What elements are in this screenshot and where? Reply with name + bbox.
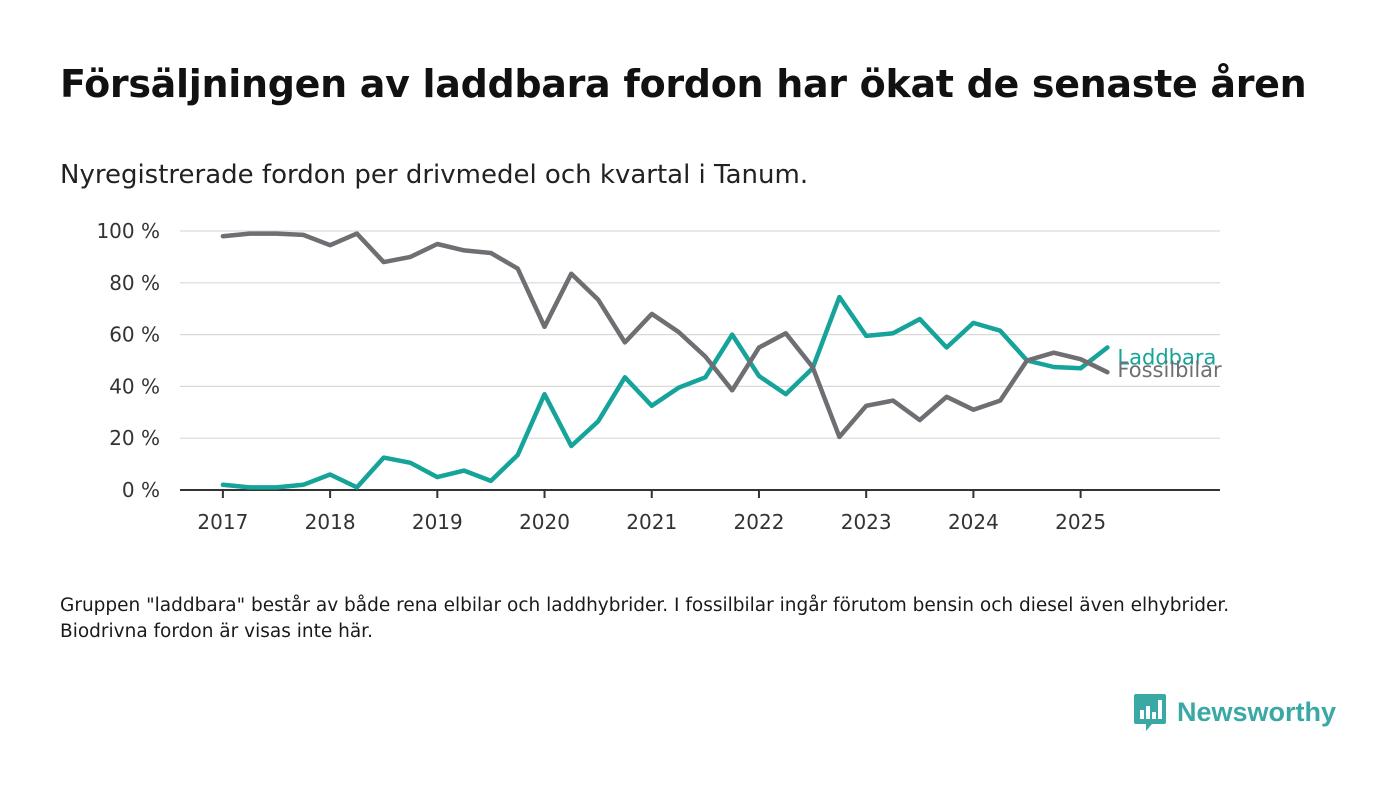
x-tick-label: 2023 (841, 510, 892, 534)
brand-logo[interactable]: Newsworthy (1133, 692, 1336, 732)
series-line-fossilbilar (220, 231, 1110, 440)
brand-name: Newsworthy (1177, 696, 1337, 727)
newsworthy-logo-icon (1134, 694, 1166, 731)
x-tick-label: 2021 (626, 510, 677, 534)
y-tick-label: 0 % (122, 478, 160, 502)
chart-title: Försäljningen av laddbara fordon har öka… (60, 62, 1307, 106)
series-lines (220, 231, 1110, 490)
x-tick-label: 2022 (734, 510, 785, 534)
y-tick-label: 60 % (109, 323, 160, 347)
footnote: Gruppen "laddbara" består av både rena e… (60, 595, 1230, 642)
series-label-fossilbilar: Fossilbilar (1117, 358, 1222, 382)
y-tick-label: 80 % (109, 271, 160, 295)
series-label-laddbara: Laddbara (1117, 346, 1216, 370)
x-tick-label: 2017 (197, 510, 248, 534)
x-tick-label: 2018 (305, 510, 356, 534)
gridlines (180, 230, 1220, 439)
series-line-laddbara (220, 294, 1110, 490)
axes: 0 % 20 % 40 % 60 % 80 % 100 % 2017 2018 2019 2020… (96, 219, 1220, 534)
x-tick-label: 2024 (948, 510, 999, 534)
line-chart: 0 % 20 % 40 % 60 % 80 % 100 % 2017 2018 2019 2020… (96, 219, 1222, 534)
y-tick-label: 20 % (109, 426, 160, 450)
y-tick-label: 40 % (109, 374, 160, 398)
x-tick-label: 2020 (519, 510, 570, 534)
y-tick-label: 100 % (96, 219, 160, 243)
chart-subtitle: Nyregistrerade fordon per drivmedel och … (60, 160, 809, 190)
x-tick-label: 2025 (1055, 510, 1106, 534)
x-tick-label: 2019 (412, 510, 463, 534)
